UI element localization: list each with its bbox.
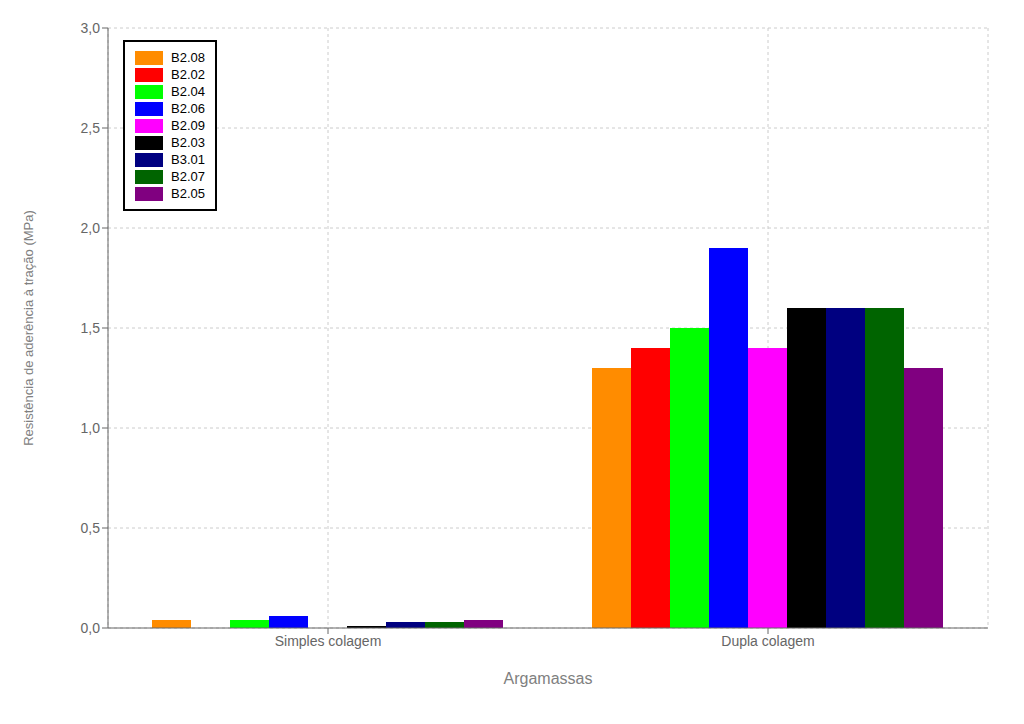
svg-text:1,0: 1,0 — [81, 420, 101, 436]
svg-text:2,0: 2,0 — [81, 220, 101, 236]
html-text:B2.07: B2.07 — [171, 169, 205, 184]
svg-text:3,0: 3,0 — [81, 20, 101, 36]
html-text:B3.01: B3.01 — [171, 152, 205, 167]
svg-text:0,5: 0,5 — [81, 520, 101, 536]
svg-text:Simples colagem: Simples colagem — [275, 633, 382, 649]
html-text:B2.03: B2.03 — [171, 135, 205, 150]
html-text:B2.09: B2.09 — [171, 118, 205, 133]
svg-text:Argamassas: Argamassas — [504, 670, 593, 687]
svg-text:Resistência de aderência à tra: Resistência de aderência à tração (MPa) — [21, 210, 36, 446]
html-text:B2.05: B2.05 — [171, 186, 205, 201]
html-text:B2.02: B2.02 — [171, 67, 205, 82]
svg-text:Dupla colagem: Dupla colagem — [721, 633, 814, 649]
svg-text:0,0: 0,0 — [81, 620, 101, 636]
html-text:B2.04: B2.04 — [171, 84, 205, 99]
svg-text:1,5: 1,5 — [81, 320, 101, 336]
svg-text:2,5: 2,5 — [81, 120, 101, 136]
html-text:B2.08: B2.08 — [171, 50, 205, 65]
html-text:B2.06: B2.06 — [171, 101, 205, 116]
